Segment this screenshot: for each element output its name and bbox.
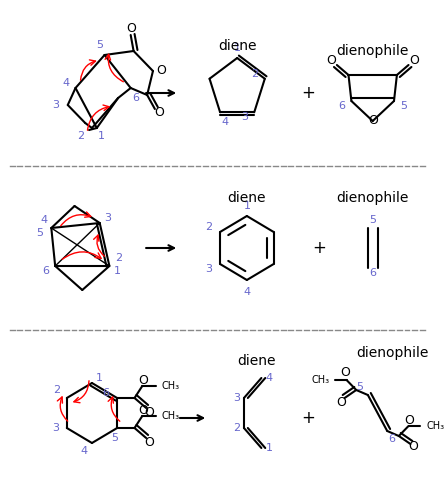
Text: diene: diene: [227, 191, 266, 205]
Text: 5: 5: [96, 40, 103, 50]
Text: O: O: [144, 406, 154, 419]
Text: 2: 2: [54, 385, 61, 395]
Text: dienophile: dienophile: [356, 346, 428, 360]
Text: +: +: [313, 239, 326, 257]
Text: dienophile: dienophile: [337, 44, 409, 58]
Text: 3: 3: [205, 264, 212, 274]
Text: 3: 3: [53, 100, 60, 110]
Text: 6: 6: [42, 266, 49, 276]
Text: 6: 6: [338, 101, 345, 111]
Text: CH₃: CH₃: [161, 381, 180, 391]
Text: O: O: [405, 414, 414, 427]
Text: O: O: [154, 107, 164, 120]
Text: +: +: [301, 84, 315, 102]
Text: 6: 6: [132, 93, 139, 103]
Text: O: O: [127, 22, 136, 36]
Text: 1: 1: [244, 201, 250, 211]
Text: CH₃: CH₃: [161, 411, 180, 421]
Text: 3: 3: [233, 393, 240, 403]
Text: 1: 1: [96, 373, 103, 383]
Text: 5: 5: [400, 101, 407, 111]
Text: O: O: [336, 395, 346, 409]
Text: dienophile: dienophile: [337, 191, 409, 205]
Text: O: O: [326, 54, 336, 66]
Text: O: O: [138, 404, 148, 417]
Text: 4: 4: [243, 287, 250, 297]
Text: 2: 2: [77, 131, 84, 141]
Text: O: O: [341, 367, 351, 379]
Text: CH₃: CH₃: [427, 421, 445, 431]
Text: 4: 4: [221, 117, 228, 127]
Text: diene: diene: [237, 354, 276, 368]
Text: 2: 2: [252, 69, 259, 79]
Text: diene: diene: [218, 39, 256, 53]
Text: 6: 6: [102, 388, 109, 398]
Text: 6: 6: [388, 434, 396, 444]
Text: 4: 4: [81, 446, 88, 456]
Text: 4: 4: [40, 215, 47, 225]
Text: 5: 5: [36, 228, 43, 238]
Text: 2: 2: [116, 253, 123, 263]
Text: O: O: [409, 440, 418, 453]
Text: O: O: [138, 373, 148, 386]
Text: 5: 5: [357, 382, 363, 392]
Text: 3: 3: [241, 112, 248, 123]
Text: 5: 5: [369, 215, 376, 225]
Text: 5: 5: [111, 433, 118, 443]
Text: 2: 2: [205, 222, 212, 232]
Text: 1: 1: [234, 43, 241, 53]
Text: 6: 6: [369, 268, 376, 278]
Text: 4: 4: [62, 78, 70, 88]
Text: 1: 1: [114, 266, 120, 276]
Text: +: +: [301, 409, 315, 427]
Text: 1: 1: [98, 131, 105, 141]
Text: 2: 2: [233, 423, 240, 433]
Text: 1: 1: [266, 443, 273, 453]
Text: 3: 3: [52, 423, 59, 433]
Text: 4: 4: [265, 373, 273, 383]
Text: O: O: [156, 64, 165, 77]
Text: O: O: [409, 54, 419, 66]
Text: O: O: [144, 435, 154, 448]
Text: 3: 3: [104, 213, 111, 223]
Text: CH₃: CH₃: [311, 375, 329, 385]
Text: O: O: [368, 114, 378, 126]
